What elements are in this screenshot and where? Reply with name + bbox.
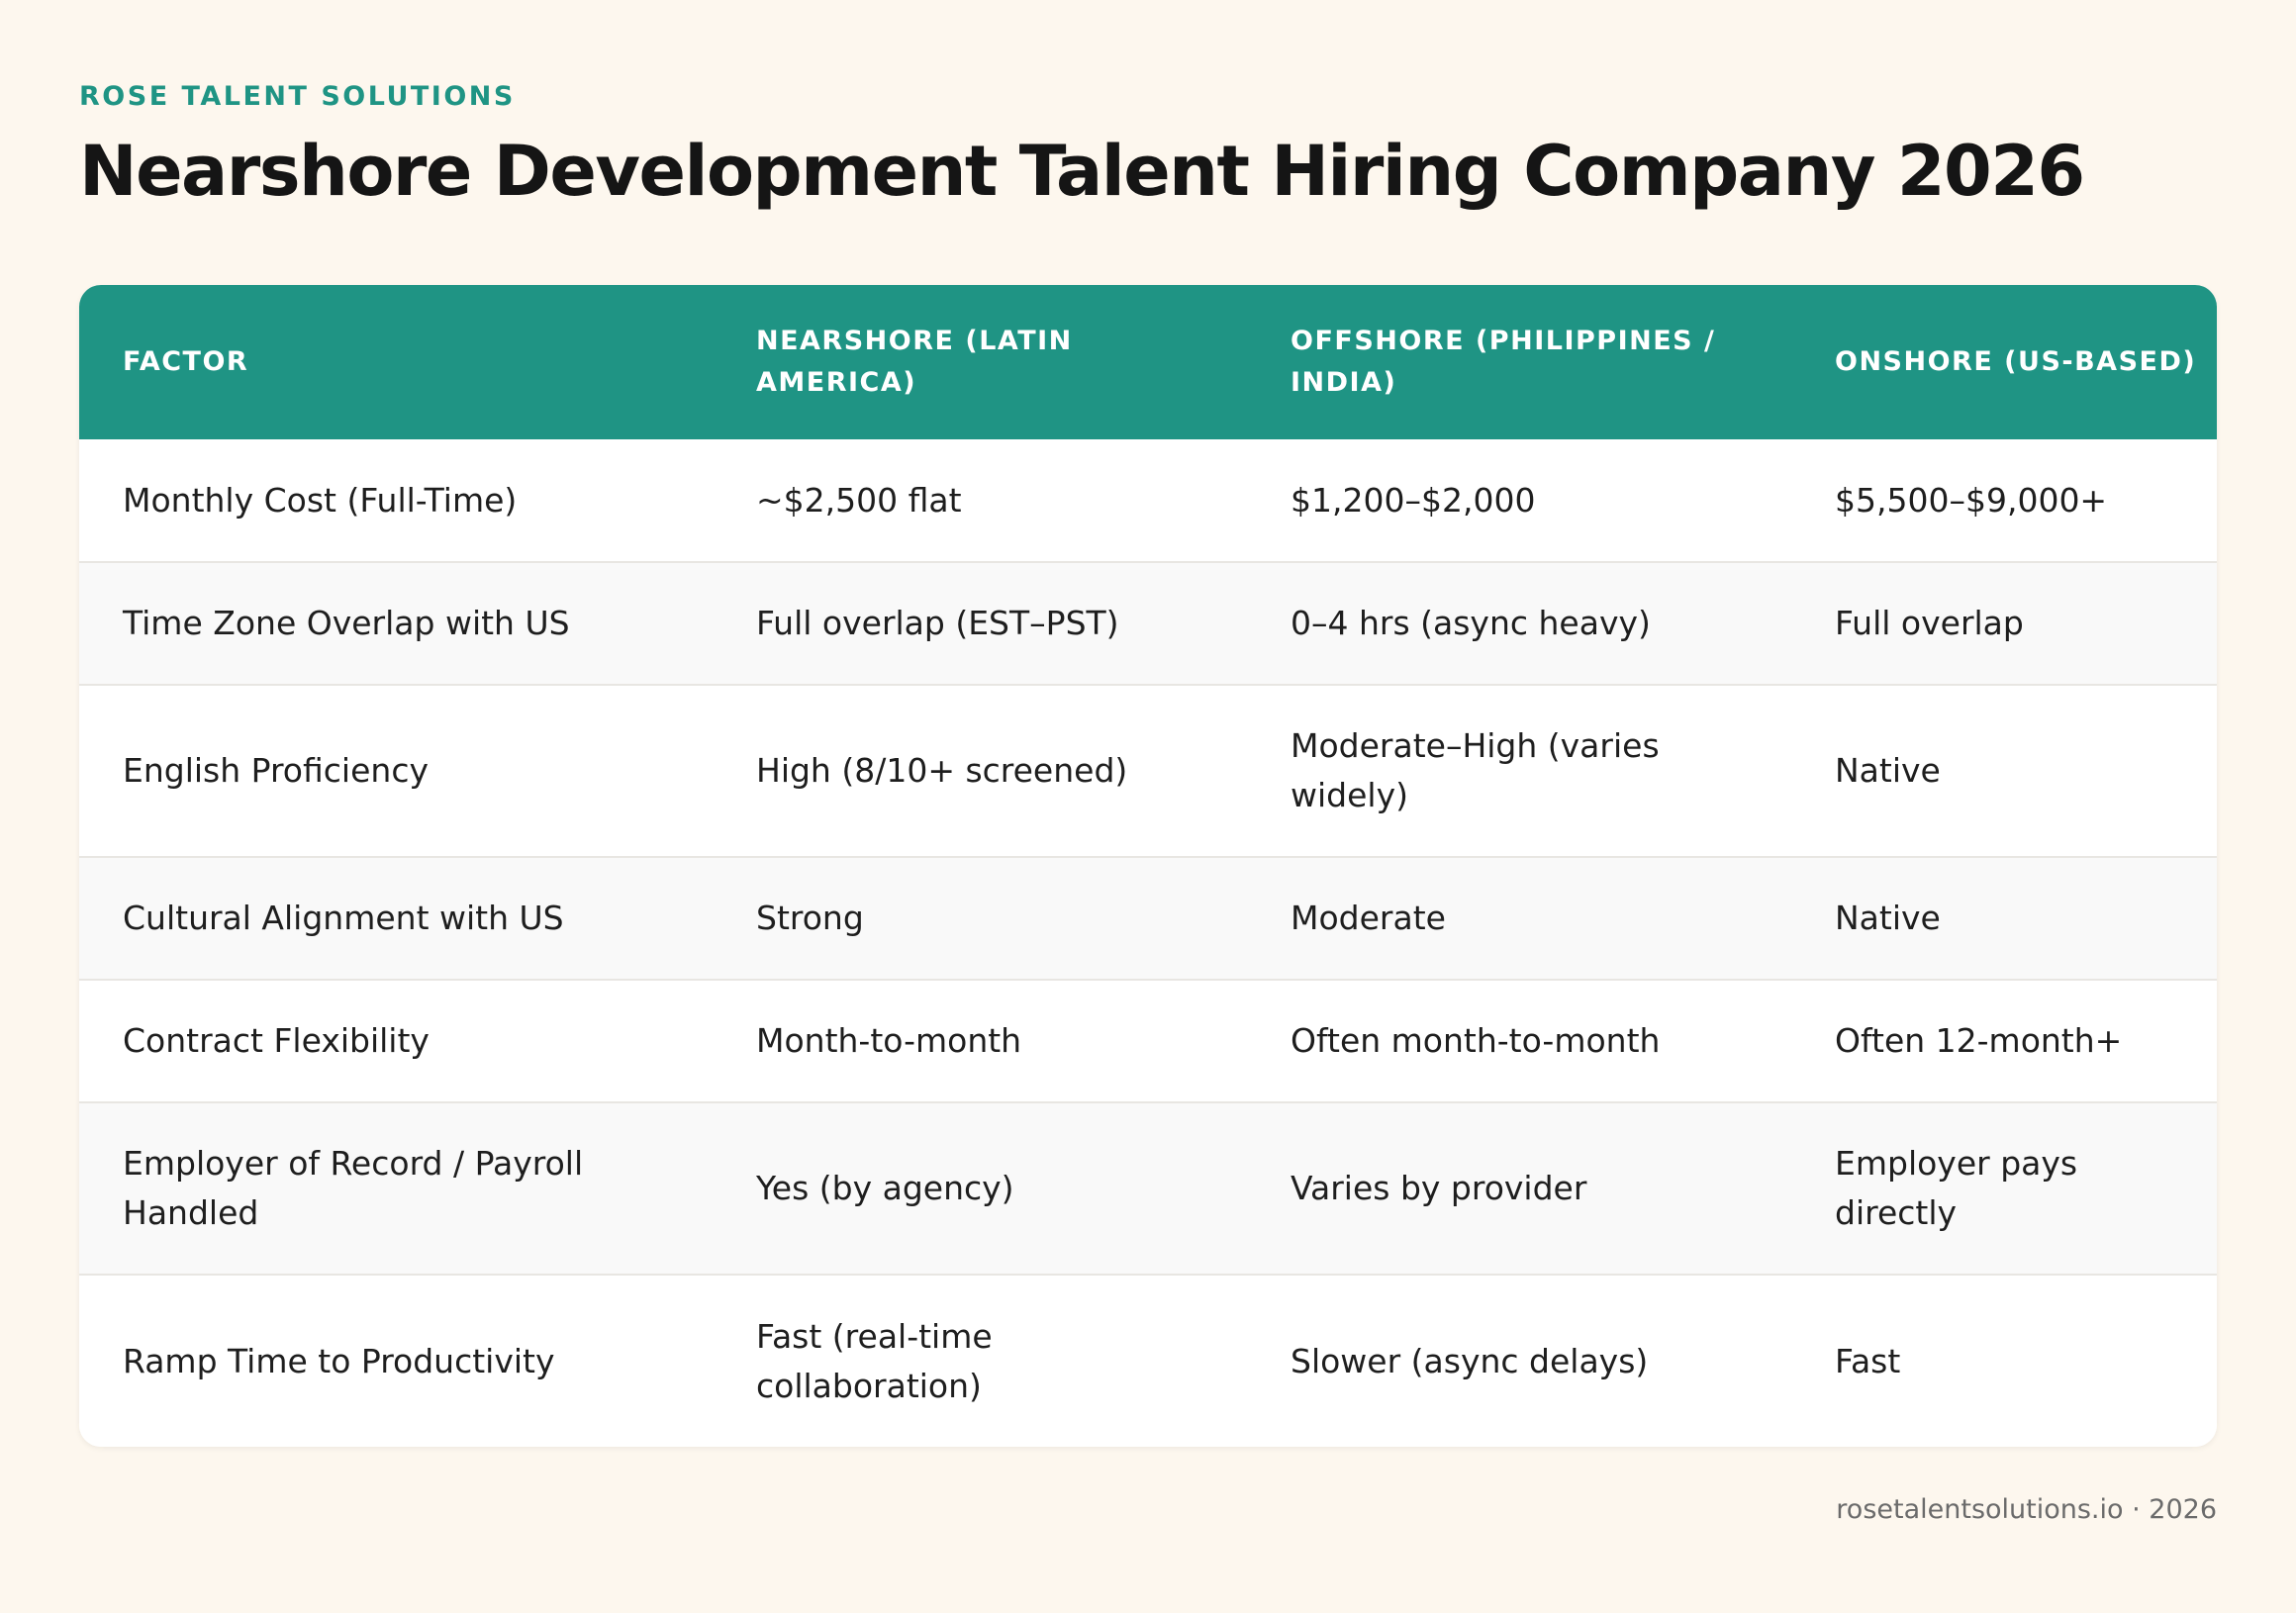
- cell-factor: Contract Flexibility: [79, 979, 713, 1102]
- cell-factor: Ramp Time to Productivity: [79, 1274, 713, 1447]
- footer-credit: rosetalentsolutions.io · 2026: [1836, 1494, 2217, 1525]
- cell-nearshore: Fast (real-time collaboration): [713, 1274, 1247, 1447]
- column-header-onshore: ONSHORE (US-BASED): [1835, 346, 2197, 377]
- table-row: Employer of Record / Payroll Handled Yes…: [79, 1101, 2217, 1275]
- cell-onshore: Native: [1791, 684, 2217, 857]
- cell-offshore: Often month-to-month: [1247, 979, 1791, 1102]
- cell-offshore: Moderate–High (varies widely): [1247, 684, 1791, 857]
- table-row: Time Zone Overlap with US Full overlap (…: [79, 561, 2217, 685]
- column-header-offshore: OFFSHORE (PHILIPPINES / INDIA): [1291, 326, 1716, 398]
- cell-nearshore: Yes (by agency): [713, 1101, 1247, 1275]
- table-row: English Proficiency High (8/10+ screened…: [79, 684, 2217, 857]
- table-row: Monthly Cost (Full-Time) ~$2,500 flat $1…: [79, 439, 2217, 562]
- cell-factor: Time Zone Overlap with US: [79, 561, 713, 685]
- cell-onshore: Full overlap: [1791, 561, 2217, 685]
- cell-offshore: $1,200–$2,000: [1291, 480, 1536, 520]
- comparison-table-card: FACTOR NEARSHORE (LATIN AMERICA) OFFSHOR…: [79, 285, 2217, 1447]
- cell-onshore: $5,500–$9,000+: [1835, 480, 2108, 520]
- column-header-factor: FACTOR: [123, 346, 249, 377]
- cell-factor: English Proficiency: [79, 684, 713, 857]
- cell-nearshore: Full overlap (EST–PST): [713, 561, 1247, 685]
- cell-onshore: Often 12-month+: [1791, 979, 2217, 1102]
- cell-offshore: 0–4 hrs (async heavy): [1247, 561, 1791, 685]
- cell-onshore: Employer pays directly: [1791, 1101, 2217, 1275]
- page-title: Nearshore Development Talent Hiring Comp…: [79, 131, 2085, 212]
- cell-nearshore: Strong: [713, 856, 1247, 980]
- column-header-nearshore: NEARSHORE (LATIN AMERICA): [756, 326, 1073, 398]
- table-header-row: FACTOR NEARSHORE (LATIN AMERICA) OFFSHOR…: [79, 285, 2217, 439]
- cell-offshore: Slower (async delays): [1247, 1274, 1791, 1447]
- cell-factor: Cultural Alignment with US: [79, 856, 713, 980]
- cell-nearshore: High (8/10+ screened): [713, 684, 1247, 857]
- cell-offshore: Varies by provider: [1247, 1101, 1791, 1275]
- cell-onshore: Native: [1791, 856, 2217, 980]
- table-row: Ramp Time to Productivity Fast (real-tim…: [79, 1274, 2217, 1447]
- cell-factor: Monthly Cost (Full-Time): [123, 480, 518, 520]
- cell-factor: Employer of Record / Payroll Handled: [79, 1101, 713, 1275]
- comparison-table: FACTOR NEARSHORE (LATIN AMERICA) OFFSHOR…: [79, 285, 2217, 1447]
- cell-onshore: Fast: [1791, 1274, 2217, 1447]
- cell-nearshore: ~$2,500 flat: [756, 480, 962, 520]
- table-row: Contract Flexibility Month-to-month Ofte…: [79, 979, 2217, 1102]
- table-row: Cultural Alignment with US Strong Modera…: [79, 856, 2217, 980]
- brand-label: ROSE TALENT SOLUTIONS: [79, 81, 516, 112]
- cell-offshore: Moderate: [1247, 856, 1791, 980]
- cell-nearshore: Month-to-month: [713, 979, 1247, 1102]
